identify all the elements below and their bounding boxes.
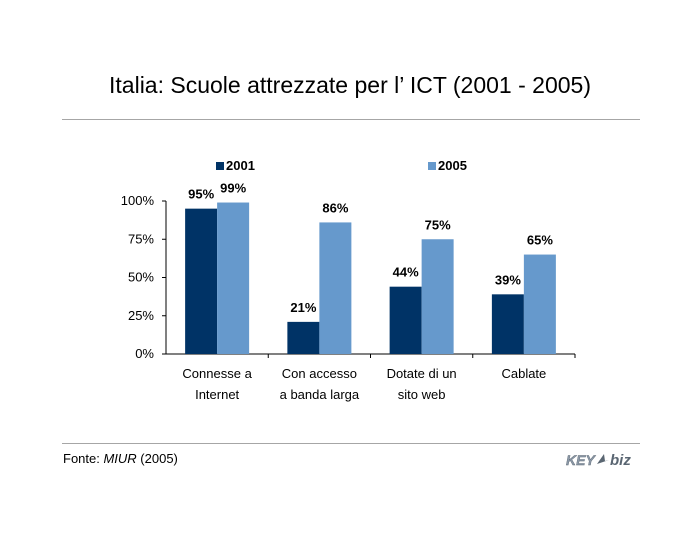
source-name: MIUR — [103, 451, 137, 466]
data-label-2005: 65% — [527, 233, 553, 248]
x-tick-label-line: a banda larga — [280, 387, 360, 402]
y-tick-label: 0% — [135, 346, 154, 361]
bar-2005 — [319, 222, 352, 354]
data-label-2005: 99% — [220, 181, 246, 196]
data-labels: 95% 21% 44% 39% 99% 86% 75% 65% — [188, 181, 553, 315]
data-label-2001: 44% — [393, 265, 419, 280]
data-label-2001: 39% — [495, 272, 521, 287]
bar-2005 — [523, 254, 556, 354]
data-label-2005: 86% — [322, 200, 348, 215]
bars — [185, 202, 556, 354]
bar-2001 — [491, 294, 524, 354]
data-label-2005: 75% — [425, 217, 451, 232]
x-tick-label: Con accesso a banda larga — [280, 366, 360, 402]
x-tick-label-line: Cablate — [501, 366, 546, 381]
bottom-divider — [62, 443, 640, 444]
legend-label-2001: 2001 — [226, 158, 255, 173]
legend-swatch-2001 — [216, 162, 224, 170]
bar-2005 — [421, 239, 454, 354]
y-tick-label: 100% — [121, 193, 155, 208]
x-tick-label-line: Con accesso — [282, 366, 357, 381]
legend-label-2005: 2005 — [438, 158, 467, 173]
x-tick-label-line: sito web — [398, 387, 446, 402]
bar-2001 — [389, 286, 422, 354]
x-tick-label-line: Connesse a — [182, 366, 252, 381]
svg-text:biz: biz — [610, 452, 631, 469]
y-tick-label: 75% — [128, 231, 154, 246]
key4biz-logo: KEY biz — [566, 452, 631, 469]
svg-text:KEY: KEY — [566, 452, 596, 468]
data-label-2001: 21% — [290, 300, 316, 315]
y-tick-label: 50% — [128, 270, 154, 285]
source-suffix: (2005) — [136, 451, 178, 466]
chart-title: Italia: Scuole attrezzate per l’ ICT (20… — [109, 72, 591, 98]
y-tick-label: 25% — [128, 308, 154, 323]
legend: 2001 2005 — [216, 158, 467, 173]
legend-swatch-2005 — [428, 162, 436, 170]
x-tick-label: Cablate — [501, 366, 546, 381]
x-tick-label-line: Internet — [195, 387, 239, 402]
source-prefix: Fonte: — [63, 451, 104, 466]
bar-2001 — [287, 321, 320, 354]
bar-chart: 2001 2005 0% 25% 50% 75% 100% Connesse a Intern… — [121, 158, 576, 402]
top-divider — [62, 119, 640, 120]
x-tick-label: Dotate di un sito web — [387, 366, 457, 402]
bar-2001 — [185, 208, 218, 354]
bar-2005 — [217, 202, 250, 354]
data-label-2001: 95% — [188, 187, 214, 202]
source-note: Fonte: MIUR (2005) — [63, 451, 178, 466]
x-tick-label: Connesse a Internet — [182, 366, 252, 402]
x-tick-label-line: Dotate di un — [387, 366, 457, 381]
